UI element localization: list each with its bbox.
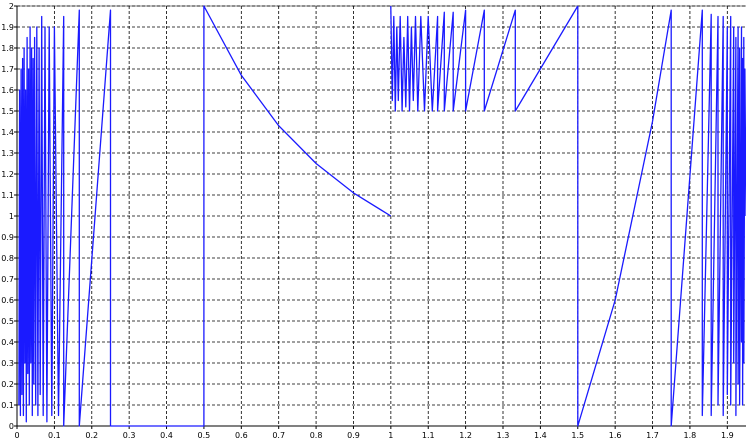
x-tick-label: 1.1 xyxy=(422,431,435,440)
x-tick-label: 0.8 xyxy=(310,431,323,440)
x-tick-label: 1 xyxy=(388,431,393,440)
y-tick-label: 0.1 xyxy=(1,401,14,410)
x-tick-label: 0.4 xyxy=(160,431,173,440)
y-tick-label: 1.1 xyxy=(1,191,14,200)
x-tick-label: 0.7 xyxy=(272,431,285,440)
y-tick-label: 1.5 xyxy=(1,107,14,116)
x-tick-label: 1.8 xyxy=(684,431,697,440)
x-tick-label: 1.9 xyxy=(721,431,734,440)
y-tick-label: 2 xyxy=(9,2,14,11)
grid-lines xyxy=(17,5,746,426)
y-tick-label: 0.5 xyxy=(1,317,14,326)
y-tick-label: 1.8 xyxy=(1,44,14,53)
y-tick-label: 0.7 xyxy=(1,275,14,284)
y-tick-label: 0.8 xyxy=(1,254,14,263)
x-tick-label: 0.2 xyxy=(85,431,98,440)
x-tick-label: 1.7 xyxy=(646,431,659,440)
y-tick-label: 0.6 xyxy=(1,296,14,305)
x-tick-label: 0 xyxy=(14,431,19,440)
y-tick-label: 1.6 xyxy=(1,86,14,95)
x-tick-label: 1.6 xyxy=(609,431,622,440)
y-tick-label: 1 xyxy=(9,212,14,221)
y-tick-label: 0 xyxy=(9,422,14,431)
y-tick-label: 0.2 xyxy=(1,380,14,389)
y-tick-label: 0.3 xyxy=(1,359,14,368)
x-tick-label: 0.9 xyxy=(347,431,360,440)
x-tick-labels: 0 0.1 0.2 0.3 0.4 0.5 0.6 0.7 0.8 0.9 1 1.1 1.2 1.3 1.… xyxy=(14,431,733,440)
y-tick-label: 1.4 xyxy=(1,128,14,137)
x-tick-label: 0.3 xyxy=(123,431,136,440)
series-line-2 xyxy=(390,5,579,112)
y-tick-label: 1.7 xyxy=(1,65,14,74)
y-tick-label: 1.2 xyxy=(1,170,14,179)
y-tick-label: 0.9 xyxy=(1,233,14,242)
x-tick-label: 1.5 xyxy=(571,431,584,440)
y-tick-labels: 0 0.1 0.2 0.3 0.4 0.5 0.6 0.7 0.8 0.9 1 1.1 1.2 1.3 1.… xyxy=(1,2,14,431)
x-tick-label: 1.3 xyxy=(497,431,510,440)
x-tick-label: 1.4 xyxy=(534,431,547,440)
x-tick-label: 0.1 xyxy=(48,431,61,440)
series-line-3 xyxy=(577,6,746,427)
y-tick-label: 1.3 xyxy=(1,149,14,158)
y-tick-label: 0.4 xyxy=(1,338,14,347)
x-tick-label: 1.2 xyxy=(459,431,472,440)
x-tick-label: 0.5 xyxy=(198,431,211,440)
x-tick-label: 0.6 xyxy=(235,431,248,440)
series-line-1 xyxy=(18,5,392,427)
series-group xyxy=(18,5,746,427)
axes xyxy=(14,5,746,429)
y-tick-label: 1.9 xyxy=(1,23,14,32)
